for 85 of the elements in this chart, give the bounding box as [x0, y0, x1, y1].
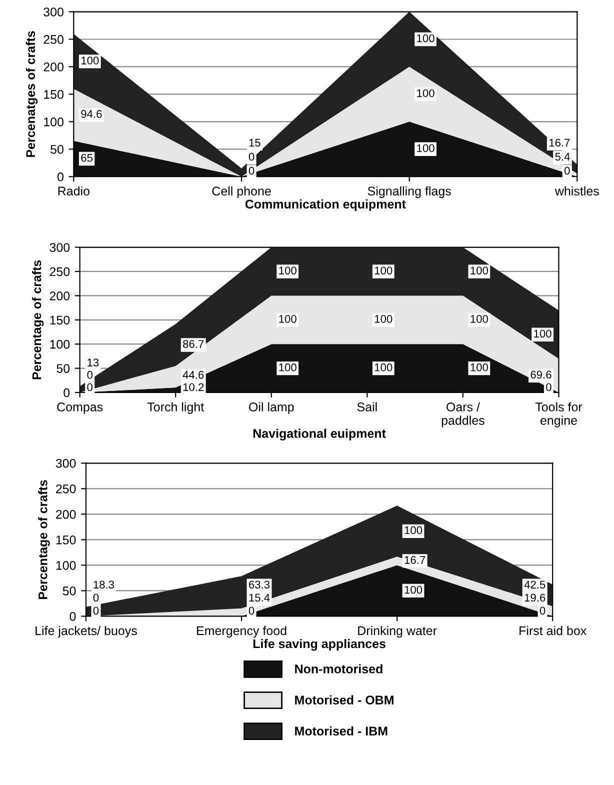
- data-label: 18.3: [94, 580, 114, 589]
- data-label: 100: [470, 266, 488, 274]
- data-label: 44.6: [182, 370, 204, 379]
- data-label: 100: [81, 56, 99, 64]
- x-tick-label: First aid box: [520, 626, 587, 636]
- data-label: 100: [374, 315, 392, 323]
- y-axis-title: Percenatges of crafts: [26, 31, 38, 157]
- data-label: 0: [248, 166, 254, 175]
- data-label: 0: [93, 606, 99, 615]
- data-label: 69.6: [530, 370, 552, 379]
- y-tick-label: 300: [44, 8, 64, 16]
- y-tick-label: 250: [50, 267, 70, 276]
- data-label: 5.4: [555, 152, 570, 161]
- x-tick-label: Compas: [57, 402, 103, 414]
- x-tick-label: Emergency food: [197, 626, 286, 638]
- data-label: 15: [249, 138, 260, 147]
- data-label: 0: [248, 606, 254, 615]
- y-tick-label: 200: [50, 291, 70, 300]
- y-tick-label: 150: [44, 90, 64, 99]
- data-label: 15.4: [249, 594, 270, 602]
- y-tick-label: 50: [56, 364, 70, 373]
- data-label: 100: [534, 330, 552, 338]
- data-label: 65: [81, 154, 93, 162]
- x-tick-label: Radio: [58, 186, 90, 196]
- legend-label: Motorised - OBM: [295, 695, 394, 704]
- y-tick-label: 100: [44, 117, 64, 126]
- y-tick-label: 150: [50, 316, 70, 325]
- data-label: 100: [374, 363, 392, 372]
- y-tick-label: 50: [62, 586, 76, 596]
- x-tick-label: whistles: [554, 186, 599, 196]
- y-axis-title: Percentage of crafts: [32, 260, 44, 380]
- x-axis-title: Navigational euipment: [253, 428, 386, 440]
- y-tick-label: 300: [56, 458, 76, 468]
- data-label: 0: [540, 606, 546, 615]
- data-label: 0: [248, 152, 254, 161]
- y-tick-label: 100: [50, 340, 70, 349]
- x-tick-label: Torch light: [147, 402, 204, 414]
- data-label: 100: [404, 526, 422, 534]
- x-tick-label: Cell phone: [212, 186, 271, 198]
- legend-label: Motorised - IBM: [295, 726, 388, 736]
- data-label: 0: [546, 383, 552, 392]
- y-tick-label: 250: [56, 484, 76, 494]
- y-tick-label: 50: [50, 144, 64, 154]
- data-label: 100: [470, 363, 488, 372]
- data-label: 0: [93, 594, 99, 602]
- data-label: 100: [279, 363, 296, 372]
- data-label: 63.3: [249, 580, 270, 589]
- data-label: 94.6: [81, 110, 102, 118]
- data-label: 19.6: [524, 594, 546, 602]
- x-tick-label: Oil lamp: [249, 402, 294, 414]
- data-label: 16.7: [549, 138, 570, 147]
- data-label: 0: [87, 383, 93, 392]
- y-tick-label: 0: [70, 612, 76, 621]
- legend-label: Non-motorised: [295, 664, 382, 674]
- y-tick-label: 0: [64, 388, 70, 398]
- y-tick-label: 0: [57, 172, 64, 182]
- y-tick-label: 100: [56, 561, 76, 570]
- data-label: 0: [87, 370, 93, 379]
- data-label: 100: [417, 89, 434, 98]
- y-tick-label: 200: [56, 510, 76, 519]
- data-label: 100: [374, 266, 392, 274]
- data-label: 100: [279, 315, 296, 323]
- y-axis-title: Percentage of crafts: [38, 480, 50, 599]
- data-label: 10.2: [183, 383, 204, 392]
- x-tick-label: Drinking water: [358, 626, 437, 638]
- x-tick-label: Sail: [357, 402, 377, 412]
- x-axis-title: Communication equipment: [245, 199, 406, 212]
- x-tick-label: Signalling flags: [368, 186, 451, 198]
- data-label: 0: [564, 166, 570, 175]
- data-label: 100: [470, 315, 488, 323]
- y-tick-label: 250: [44, 35, 64, 44]
- data-label: 16.7: [404, 556, 426, 564]
- data-label: 13: [88, 358, 99, 366]
- data-label: 86.7: [183, 340, 204, 348]
- x-tick-label: Oars / paddles: [442, 402, 484, 428]
- x-axis-title: Life saving appliances: [253, 638, 386, 651]
- y-tick-label: 200: [44, 62, 64, 72]
- x-tick-label: Life jackets/ buoys: [36, 626, 137, 638]
- x-tick-label: Tools for engine: [535, 402, 582, 428]
- data-label: 100: [404, 586, 422, 594]
- data-label: 100: [417, 34, 434, 42]
- data-label: 100: [279, 266, 296, 274]
- y-tick-label: 150: [56, 535, 76, 544]
- y-tick-label: 300: [50, 243, 70, 252]
- data-label: 100: [417, 144, 434, 152]
